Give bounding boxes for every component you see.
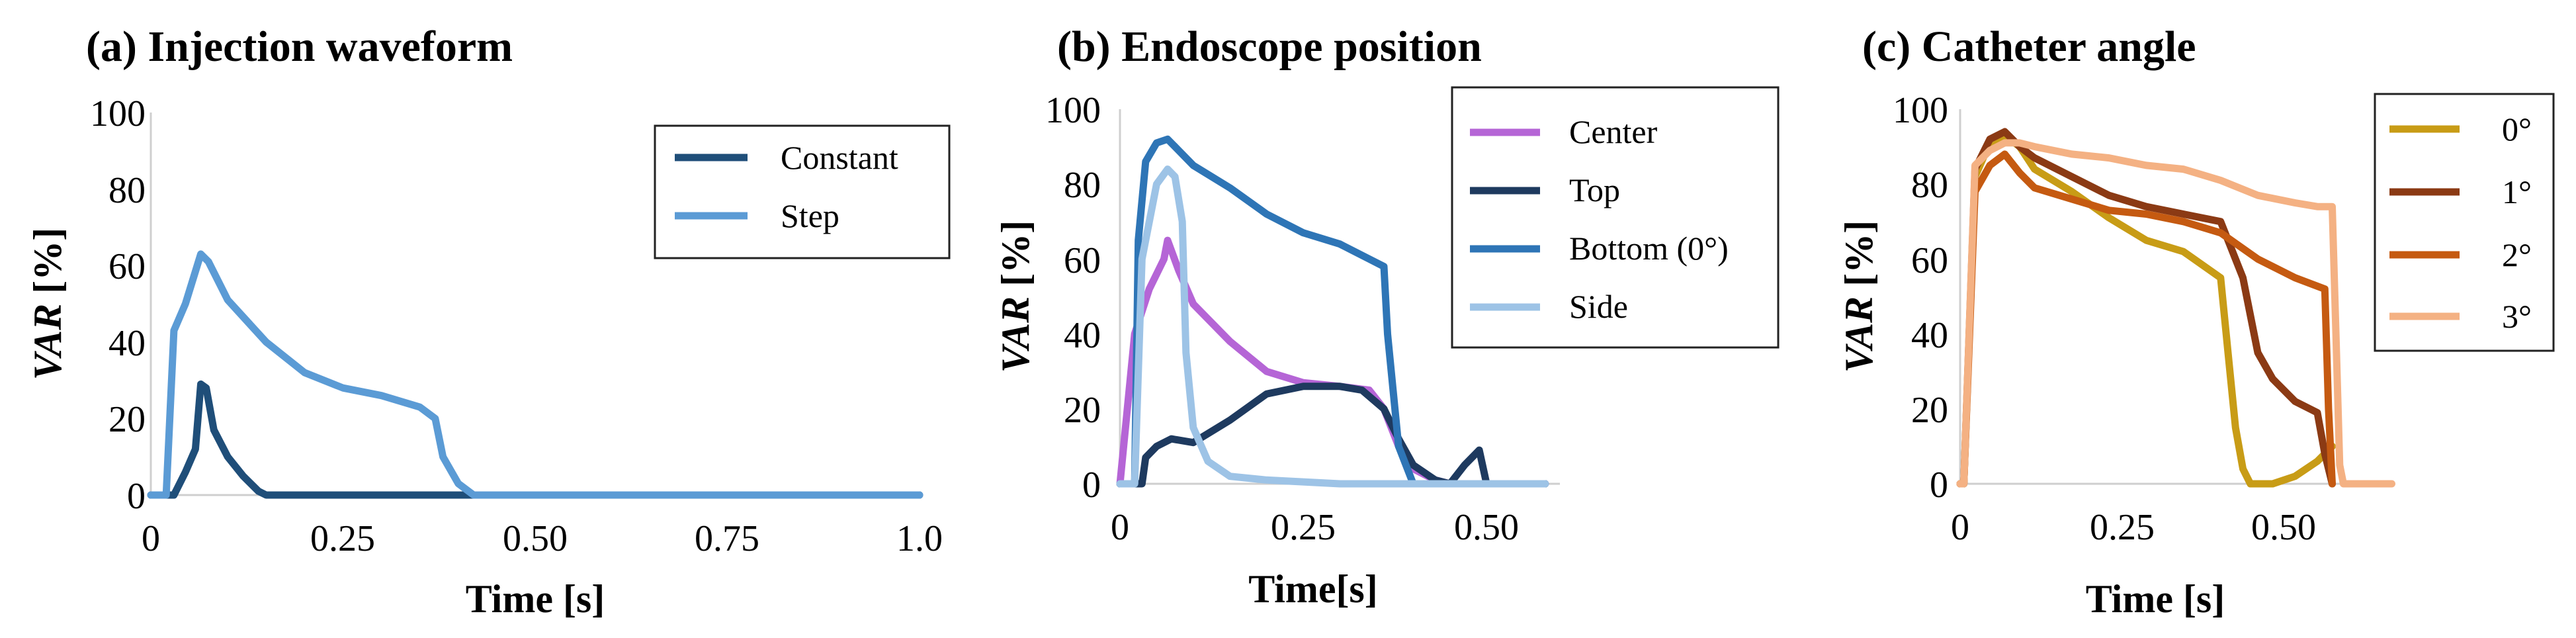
chart-b-xtick-0: 0 xyxy=(1111,507,1129,548)
chart-c-y-ticks: 0 20 40 60 80 100 xyxy=(1893,90,1948,506)
chart-a-xtick-0-50: 0.50 xyxy=(503,518,568,559)
chart-b-ytick-0: 0 xyxy=(1082,465,1101,506)
chart-b-x-ticks: 0 0.25 0.50 xyxy=(1111,507,1519,548)
chart-a-ytick-40: 40 xyxy=(108,323,146,364)
chart-c-x-ticks: 0 0.25 0.50 xyxy=(1951,507,2316,548)
chart-b-y-label-var: VAR xyxy=(994,296,1037,373)
chart-a-legend: Constant Step xyxy=(654,124,951,259)
chart-b-x-label: Time[s] xyxy=(1248,567,1378,611)
chart-b-legend-label-top: Top xyxy=(1569,171,1620,208)
chart-b-xtick-0-50: 0.50 xyxy=(1454,507,1519,548)
chart-b-xtick-0-25: 0.25 xyxy=(1271,507,1336,548)
chart-b-ytick-100: 100 xyxy=(1045,90,1101,131)
chart-a-ytick-0: 0 xyxy=(127,476,146,517)
chart-b-ytick-80: 80 xyxy=(1064,165,1101,206)
chart-b-y-ticks: 0 20 40 60 80 100 xyxy=(1045,90,1101,506)
chart-a-lines xyxy=(147,250,923,499)
chart-b-legend: Center Top Bottom (0°) Side xyxy=(1451,86,1780,349)
chart-c-y-label-var: VAR xyxy=(1837,296,1881,373)
chart-c-y-label-unit: [%] xyxy=(1837,220,1881,296)
chart-b-legend-label-bottom-0: Bottom (0°) xyxy=(1569,230,1729,267)
chart-b-line-bottom-0 xyxy=(1116,135,1549,488)
chart-a-xtick-0: 0 xyxy=(142,518,160,559)
chart-b-title: (b) Endoscope position xyxy=(1057,23,1482,71)
chart-c-title: (c) Catheter angle xyxy=(1862,23,2196,71)
chart-a-xtick-0-75: 0.75 xyxy=(695,518,759,559)
chart-a-ytick-20: 20 xyxy=(108,399,146,440)
chart-c-ytick-80: 80 xyxy=(1911,165,1948,206)
chart-c-legend-label-2-deg: 2° xyxy=(2502,236,2532,273)
chart-b-legend-label-side: Side xyxy=(1569,288,1628,325)
chart-b-ytick-40: 40 xyxy=(1064,315,1101,356)
chart-c-legend-box xyxy=(2374,93,2555,352)
chart-c-ytick-100: 100 xyxy=(1893,90,1948,131)
chart-a-title: (a) Injection waveform xyxy=(86,23,513,71)
chart-c-ytick-20: 20 xyxy=(1911,390,1948,431)
chart-a-y-ticks: 0 20 40 60 80 100 xyxy=(90,93,146,517)
chart-c-legend-label-0-deg: 0° xyxy=(2502,111,2532,148)
chart-b-y-label: VAR [%] xyxy=(994,220,1037,373)
chart-a-xtick-1-0: 1.0 xyxy=(896,518,943,559)
chart-c: (c) Catheter angle 0 20 40 60 80 100 0 0… xyxy=(1837,23,2555,621)
chart-a-line-step xyxy=(147,250,923,499)
chart-a-y-label-unit: [%] xyxy=(26,228,69,304)
chart-b-lines xyxy=(1116,135,1549,488)
chart-a-ytick-100: 100 xyxy=(90,93,146,134)
chart-c-ytick-0: 0 xyxy=(1930,465,1948,506)
chart-c-lines xyxy=(1956,128,2395,488)
chart-c-legend: 0° 1° 2° 3° xyxy=(2374,93,2555,352)
chart-b-y-label-unit: [%] xyxy=(994,220,1037,296)
chart-a-ytick-80: 80 xyxy=(108,170,146,211)
chart-a-line-constant xyxy=(147,380,923,499)
chart-a-x-ticks: 0 0.25 0.50 0.75 1.0 xyxy=(142,518,943,559)
chart-c-legend-label-1-deg: 1° xyxy=(2502,173,2532,210)
chart-c-line-2-deg xyxy=(1956,150,2336,488)
chart-a: (a) Injection waveform 0 20 40 60 80 100… xyxy=(26,23,951,621)
chart-a-y-label: VAR [%] xyxy=(26,228,69,381)
chart-c-line-1-deg xyxy=(1956,128,2336,488)
chart-c-x-label: Time [s] xyxy=(2086,577,2225,621)
chart-b-ytick-60: 60 xyxy=(1064,240,1101,281)
chart-c-xtick-0-25: 0.25 xyxy=(2090,507,2155,548)
chart-b: (b) Endoscope position 0 20 40 60 80 100… xyxy=(994,23,1780,611)
chart-a-y-label-var: VAR xyxy=(26,304,69,381)
chart-c-y-label: VAR [%] xyxy=(1837,220,1881,373)
chart-b-legend-label-center: Center xyxy=(1569,113,1658,150)
chart-c-line-3-deg xyxy=(1956,139,2395,488)
chart-a-legend-box xyxy=(654,124,951,259)
chart-c-xtick-0: 0 xyxy=(1951,507,1969,548)
chart-a-legend-label-constant: Constant xyxy=(781,139,898,176)
chart-b-ytick-20: 20 xyxy=(1064,390,1101,431)
chart-a-legend-label-step: Step xyxy=(781,197,839,234)
chart-b-line-side xyxy=(1116,165,1549,488)
chart-c-xtick-0-50: 0.50 xyxy=(2251,507,2316,548)
chart-a-xtick-0-25: 0.25 xyxy=(310,518,375,559)
chart-c-line-0-deg xyxy=(1956,132,2336,488)
chart-c-ytick-60: 60 xyxy=(1911,240,1948,281)
chart-c-legend-label-3-deg: 3° xyxy=(2502,298,2532,335)
chart-b-line-top xyxy=(1116,383,1549,488)
chart-a-x-label: Time [s] xyxy=(466,577,605,621)
chart-c-ytick-40: 40 xyxy=(1911,315,1948,356)
chart-a-ytick-60: 60 xyxy=(108,246,146,287)
